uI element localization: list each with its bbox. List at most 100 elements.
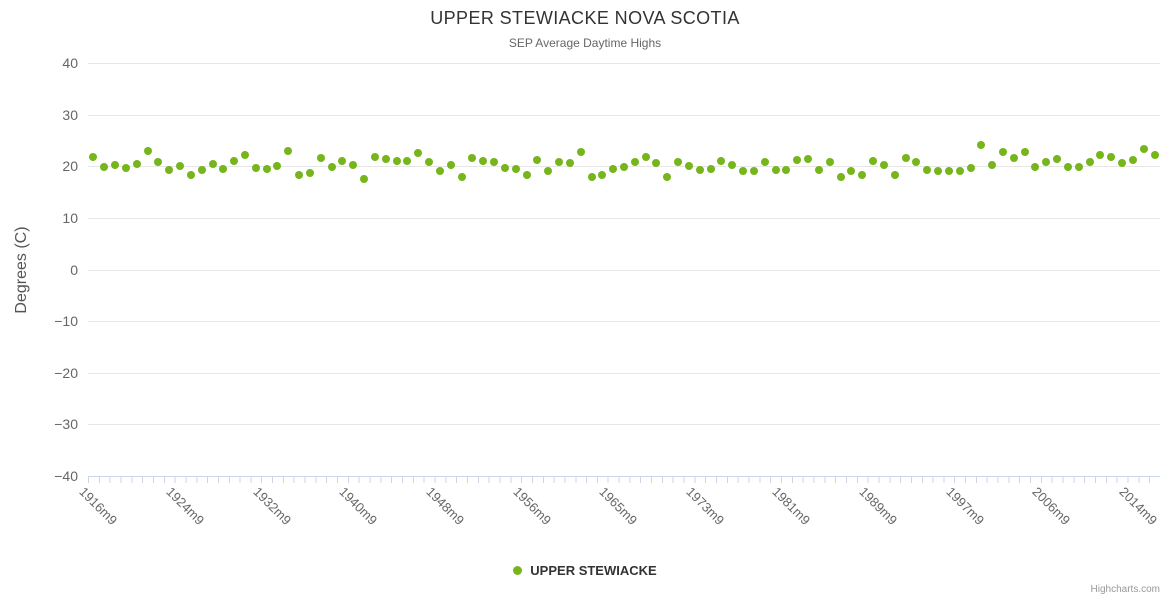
data-point-1954m9[interactable]	[500, 163, 509, 172]
data-point-1993m9[interactable]	[912, 157, 921, 166]
data-point-1926m9[interactable]	[197, 165, 206, 174]
data-point-1951m9[interactable]	[468, 153, 477, 162]
data-point-1932m9[interactable]	[262, 164, 271, 173]
data-point-1938m9[interactable]	[327, 163, 336, 172]
data-point-1962m9[interactable]	[576, 148, 585, 157]
data-point-1966m9[interactable]	[620, 163, 628, 172]
data-point-2002m9[interactable]	[998, 147, 1007, 156]
data-point-1972m9[interactable]	[684, 162, 693, 171]
data-point-1977m9[interactable]	[739, 167, 748, 176]
data-point-2012m9[interactable]	[1107, 153, 1116, 162]
data-point-1924m9[interactable]	[176, 162, 185, 171]
data-point-1933m9[interactable]	[273, 162, 282, 171]
data-point-1978m9[interactable]	[749, 166, 758, 175]
data-point-1986m9[interactable]	[836, 173, 845, 182]
data-point-1956m9[interactable]	[522, 170, 531, 179]
data-point-1949m9[interactable]	[446, 161, 455, 170]
data-point-2009m9[interactable]	[1074, 163, 1083, 172]
data-point-1963m9[interactable]	[587, 172, 596, 181]
data-point-1961m9[interactable]	[565, 159, 574, 168]
data-point-2011m9[interactable]	[1096, 151, 1105, 160]
data-point-1923m9[interactable]	[165, 165, 174, 174]
data-point-2000m9[interactable]	[977, 140, 986, 149]
data-point-1945m9[interactable]	[403, 156, 412, 165]
data-point-1916m9[interactable]	[89, 152, 98, 161]
data-point-1974m9[interactable]	[706, 164, 715, 173]
data-point-1991m9[interactable]	[890, 170, 899, 179]
data-point-2007m9[interactable]	[1053, 154, 1062, 163]
data-point-1964m9[interactable]	[598, 170, 607, 179]
data-point-1922m9[interactable]	[154, 157, 163, 166]
data-point-1931m9[interactable]	[251, 163, 260, 172]
data-point-1950m9[interactable]	[457, 173, 466, 182]
data-point-1959m9[interactable]	[544, 166, 553, 175]
data-point-1948m9[interactable]	[435, 166, 444, 175]
data-point-1970m9[interactable]	[663, 172, 672, 181]
data-point-1920m9[interactable]	[132, 159, 141, 168]
data-point-1982m9[interactable]	[793, 155, 802, 164]
data-point-1983m9[interactable]	[804, 154, 813, 163]
data-point-2008m9[interactable]	[1063, 163, 1072, 172]
data-point-1917m9[interactable]	[100, 163, 109, 172]
data-point-1943m9[interactable]	[381, 154, 390, 163]
data-point-2006m9[interactable]	[1042, 157, 1051, 166]
data-point-2004m9[interactable]	[1020, 148, 1029, 157]
data-point-1944m9[interactable]	[392, 156, 401, 165]
data-point-2010m9[interactable]	[1085, 157, 1094, 166]
data-point-2014m9[interactable]	[1128, 155, 1137, 164]
data-point-1968m9[interactable]	[641, 153, 650, 162]
data-point-1965m9[interactable]	[609, 164, 618, 173]
data-point-1990m9[interactable]	[879, 161, 888, 170]
data-point-1935m9[interactable]	[295, 170, 304, 179]
data-point-1971m9[interactable]	[674, 157, 683, 166]
data-point-2001m9[interactable]	[988, 160, 997, 169]
data-point-1987m9[interactable]	[847, 166, 856, 175]
data-point-1939m9[interactable]	[338, 157, 347, 166]
legend-item-upper-stewiacke[interactable]: UPPER STEWIACKE	[0, 563, 1170, 578]
data-point-1929m9[interactable]	[230, 156, 239, 165]
data-point-1997m9[interactable]	[955, 166, 964, 175]
data-point-2016m9[interactable]	[1150, 150, 1159, 159]
data-point-1955m9[interactable]	[511, 165, 520, 174]
data-point-1988m9[interactable]	[858, 170, 867, 179]
data-point-2003m9[interactable]	[1009, 153, 1018, 162]
data-point-1918m9[interactable]	[111, 161, 120, 170]
data-point-1999m9[interactable]	[966, 163, 975, 172]
data-point-1992m9[interactable]	[901, 153, 910, 162]
data-point-2005m9[interactable]	[1031, 163, 1040, 172]
data-point-1973m9[interactable]	[695, 165, 704, 174]
data-point-1930m9[interactable]	[241, 150, 249, 159]
data-point-1942m9[interactable]	[370, 153, 379, 162]
data-point-1976m9[interactable]	[728, 160, 737, 169]
data-point-1994m9[interactable]	[923, 165, 932, 174]
data-point-1936m9[interactable]	[305, 169, 314, 178]
data-point-1940m9[interactable]	[349, 160, 358, 169]
data-point-1925m9[interactable]	[186, 170, 195, 179]
data-point-1928m9[interactable]	[219, 164, 228, 173]
data-point-2015m9[interactable]	[1139, 144, 1148, 153]
data-point-1967m9[interactable]	[630, 157, 639, 166]
data-point-1989m9[interactable]	[869, 156, 878, 165]
data-point-1958m9[interactable]	[533, 155, 542, 164]
data-point-1927m9[interactable]	[208, 159, 217, 168]
data-point-1995m9[interactable]	[934, 166, 943, 175]
data-point-1975m9[interactable]	[717, 156, 726, 165]
data-point-1996m9[interactable]	[944, 167, 953, 176]
data-point-1960m9[interactable]	[555, 157, 564, 166]
data-point-1953m9[interactable]	[490, 157, 499, 166]
data-point-1921m9[interactable]	[143, 146, 152, 155]
highcharts-credits-link[interactable]: Highcharts.com	[1090, 584, 1160, 595]
data-point-1979m9[interactable]	[760, 158, 769, 167]
data-point-1937m9[interactable]	[316, 153, 325, 162]
data-point-1919m9[interactable]	[121, 163, 130, 172]
data-point-1934m9[interactable]	[284, 147, 293, 156]
data-point-2013m9[interactable]	[1118, 159, 1127, 168]
data-point-1952m9[interactable]	[479, 156, 488, 165]
data-point-1985m9[interactable]	[825, 157, 834, 166]
data-point-1946m9[interactable]	[414, 148, 423, 157]
data-point-1981m9[interactable]	[782, 165, 791, 174]
data-point-1947m9[interactable]	[425, 157, 434, 166]
data-point-1969m9[interactable]	[652, 159, 661, 168]
data-point-1980m9[interactable]	[771, 166, 780, 175]
data-point-1984m9[interactable]	[814, 166, 823, 175]
